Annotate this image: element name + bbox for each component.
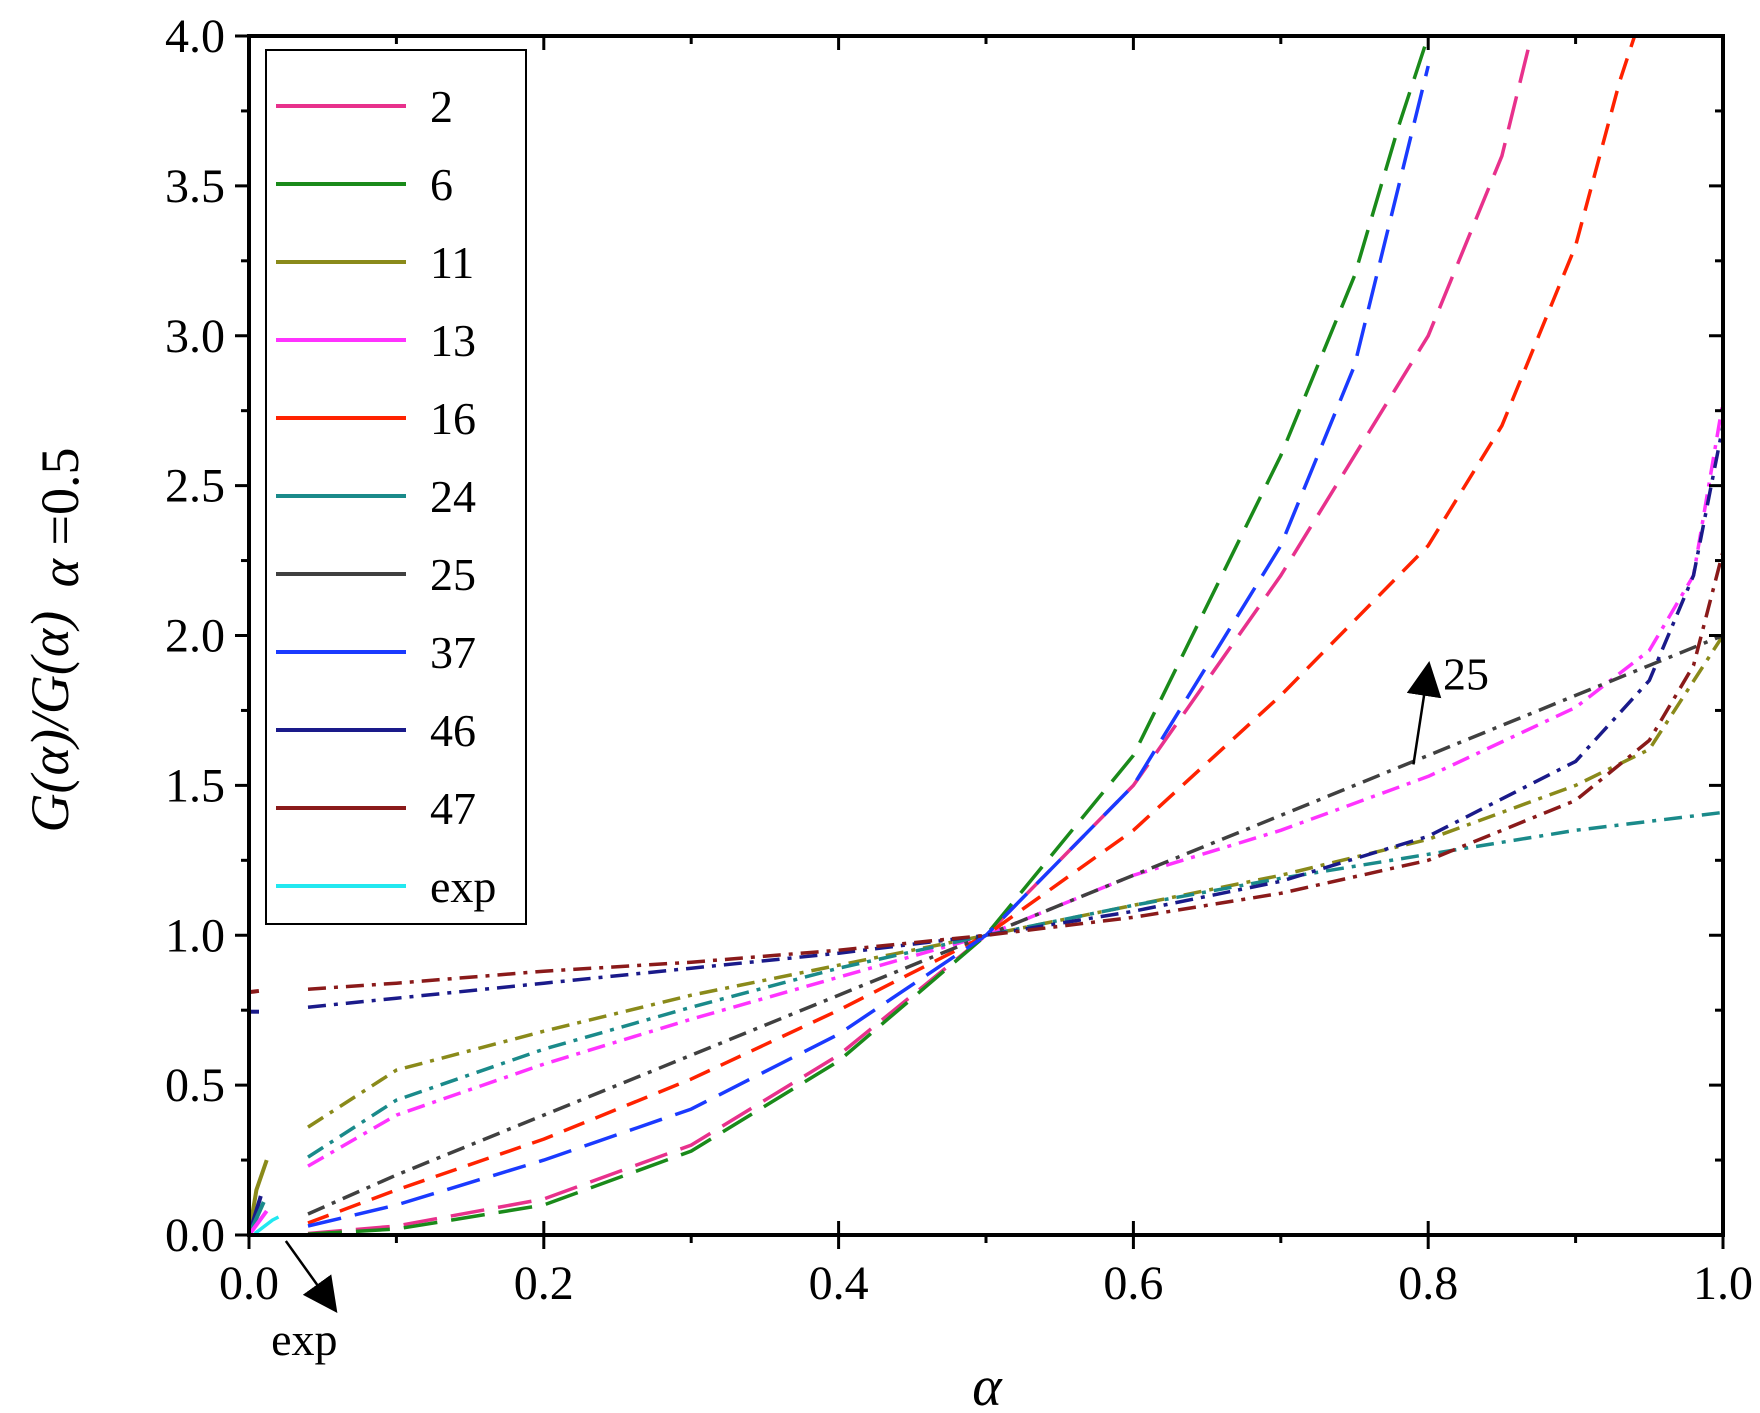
legend-box (265, 49, 527, 925)
series-line-exp (253, 1215, 280, 1235)
legend-label-37: 37 (430, 627, 476, 678)
legend: 2 6 11 13 16 24 25 37 46 47 exp (265, 49, 527, 925)
y-tick-label: 3.0 (165, 310, 225, 363)
legend-label-2: 2 (430, 81, 453, 132)
x-tick-label: 0.4 (809, 1257, 869, 1310)
legend-label-24: 24 (430, 471, 476, 522)
series-line-24 (307, 810, 1723, 1159)
x-axis-title: α (972, 1356, 1003, 1413)
annotations: 25 exp (271, 648, 1489, 1364)
series-line-13 (307, 401, 1723, 1168)
series-line-16 (307, 36, 1637, 1225)
y-axis-title-sub: α (30, 557, 90, 587)
y-tick-label: 3.5 (165, 160, 225, 213)
y-tick-label: 4.0 (165, 10, 225, 63)
y-tick-label: 0.5 (165, 1059, 225, 1112)
annotation-arrow-25 (1406, 661, 1442, 765)
legend-label-6: 6 (430, 159, 453, 210)
x-tick-label: 0.6 (1103, 1257, 1163, 1310)
x-tick-label: 0.2 (514, 1257, 574, 1310)
legend-label-16: 16 (430, 393, 476, 444)
legend-label-25: 25 (430, 549, 476, 600)
series-line-11 (307, 634, 1723, 1129)
annotation-arrow-exp (284, 1240, 338, 1314)
annotation-label-exp: exp (271, 1314, 337, 1365)
legend-label-46: 46 (430, 705, 476, 756)
y-tick-label: 2.5 (165, 460, 225, 513)
y-axis-title-sub-value: =0.5 (30, 448, 90, 546)
y-tick-label: 1.0 (165, 909, 225, 962)
x-tick-label: 0.8 (1398, 1257, 1458, 1310)
y-tick-label: 0.0 (165, 1209, 225, 1262)
x-tick-label: 1.0 (1693, 1257, 1753, 1310)
series-fragment-13-3 (249, 1209, 269, 1235)
series-line-37 (307, 65, 1430, 1228)
y-axis-title: G(α)/G(α) α =0.5 (20, 448, 90, 833)
y-tick-label: 2.0 (165, 610, 225, 663)
y-tick-label: 1.5 (165, 759, 225, 812)
axes: 0.0 0.2 0.4 0.6 0.8 1.0 0.0 0.5 1.0 1.5 2.0 2.5 3.0 3… (165, 10, 1753, 1310)
series-layer (249, 36, 1723, 1235)
annotation-label-25: 25 (1443, 648, 1489, 699)
x-tick-label: 0.0 (219, 1257, 279, 1310)
legend-label-47: 47 (430, 783, 476, 834)
series-line-46 (307, 425, 1723, 1009)
legend-label-13: 13 (430, 315, 476, 366)
series-line-47 (307, 551, 1723, 991)
legend-label-exp: exp (430, 861, 496, 912)
y-axis-title-main: G(α)/G(α) (20, 611, 80, 833)
legend-label-11: 11 (430, 237, 474, 288)
